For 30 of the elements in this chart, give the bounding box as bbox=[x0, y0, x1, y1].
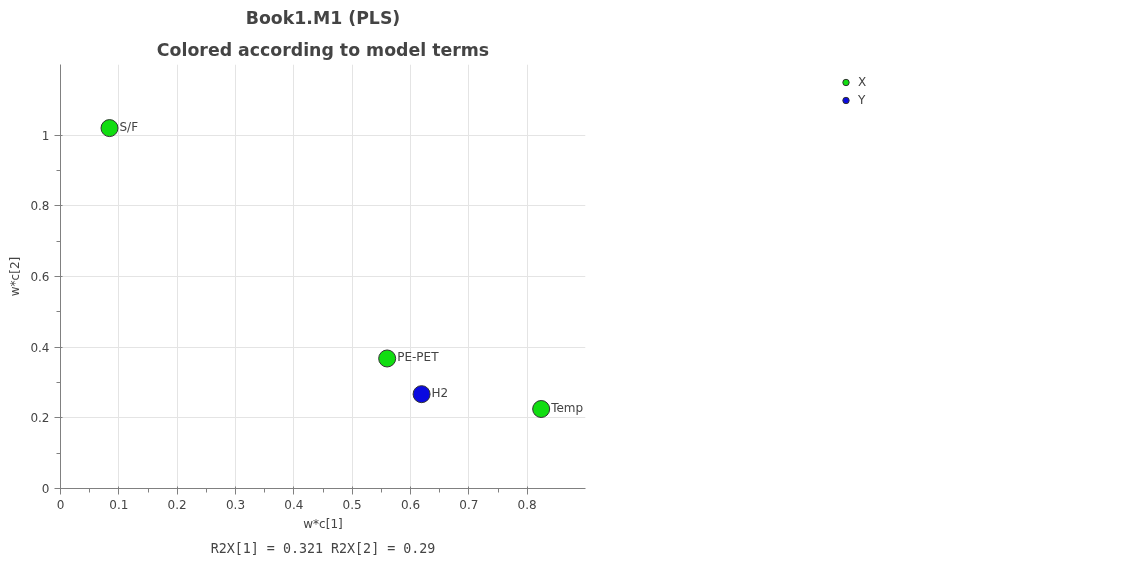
text: R2X[1] = 0.321 R2X[2] = 0.29 bbox=[210, 540, 436, 556]
y-axis-title: w*c[2] bbox=[8, 256, 23, 297]
x-tick-label: 0.4 bbox=[284, 497, 304, 512]
annotation: Temp bbox=[550, 401, 584, 415]
point bbox=[100, 119, 119, 138]
chart-subtitle: Colored according to model terms bbox=[156, 39, 490, 60]
y-tick-label: 1 bbox=[41, 128, 50, 143]
x-tick-label: 0.6 bbox=[400, 497, 421, 512]
legend-label: Y bbox=[858, 93, 867, 107]
chart-title: Book1.M1 (PLS) bbox=[245, 7, 401, 28]
y-tick-label: 0.6 bbox=[30, 270, 50, 284]
annotation: PE-PET bbox=[397, 350, 440, 365]
y-tick-label: 0.2 bbox=[30, 411, 50, 426]
point bbox=[412, 385, 431, 404]
annotation: H2 bbox=[431, 386, 449, 401]
point bbox=[532, 400, 551, 418]
point bbox=[378, 349, 397, 368]
x-tick-label: 0.3 bbox=[225, 497, 246, 512]
x-tick-label: 0.7 bbox=[459, 497, 479, 512]
y-tick-label: 0.4 bbox=[30, 340, 50, 355]
x-tick-label: 0.2 bbox=[167, 497, 187, 512]
annotation: S/F bbox=[119, 120, 139, 135]
x-tick-label: 0.8 bbox=[517, 497, 537, 512]
x-tick-label: 0.1 bbox=[109, 497, 129, 512]
y-tick-label: 0 bbox=[41, 482, 50, 496]
x-axis-title: w*c[1] bbox=[303, 516, 343, 531]
x-tick-label: 0.5 bbox=[342, 497, 362, 512]
y-tick-label: 0.8 bbox=[30, 199, 50, 214]
x-tick-label: 0 bbox=[56, 497, 65, 512]
legend-label: X bbox=[858, 75, 868, 89]
